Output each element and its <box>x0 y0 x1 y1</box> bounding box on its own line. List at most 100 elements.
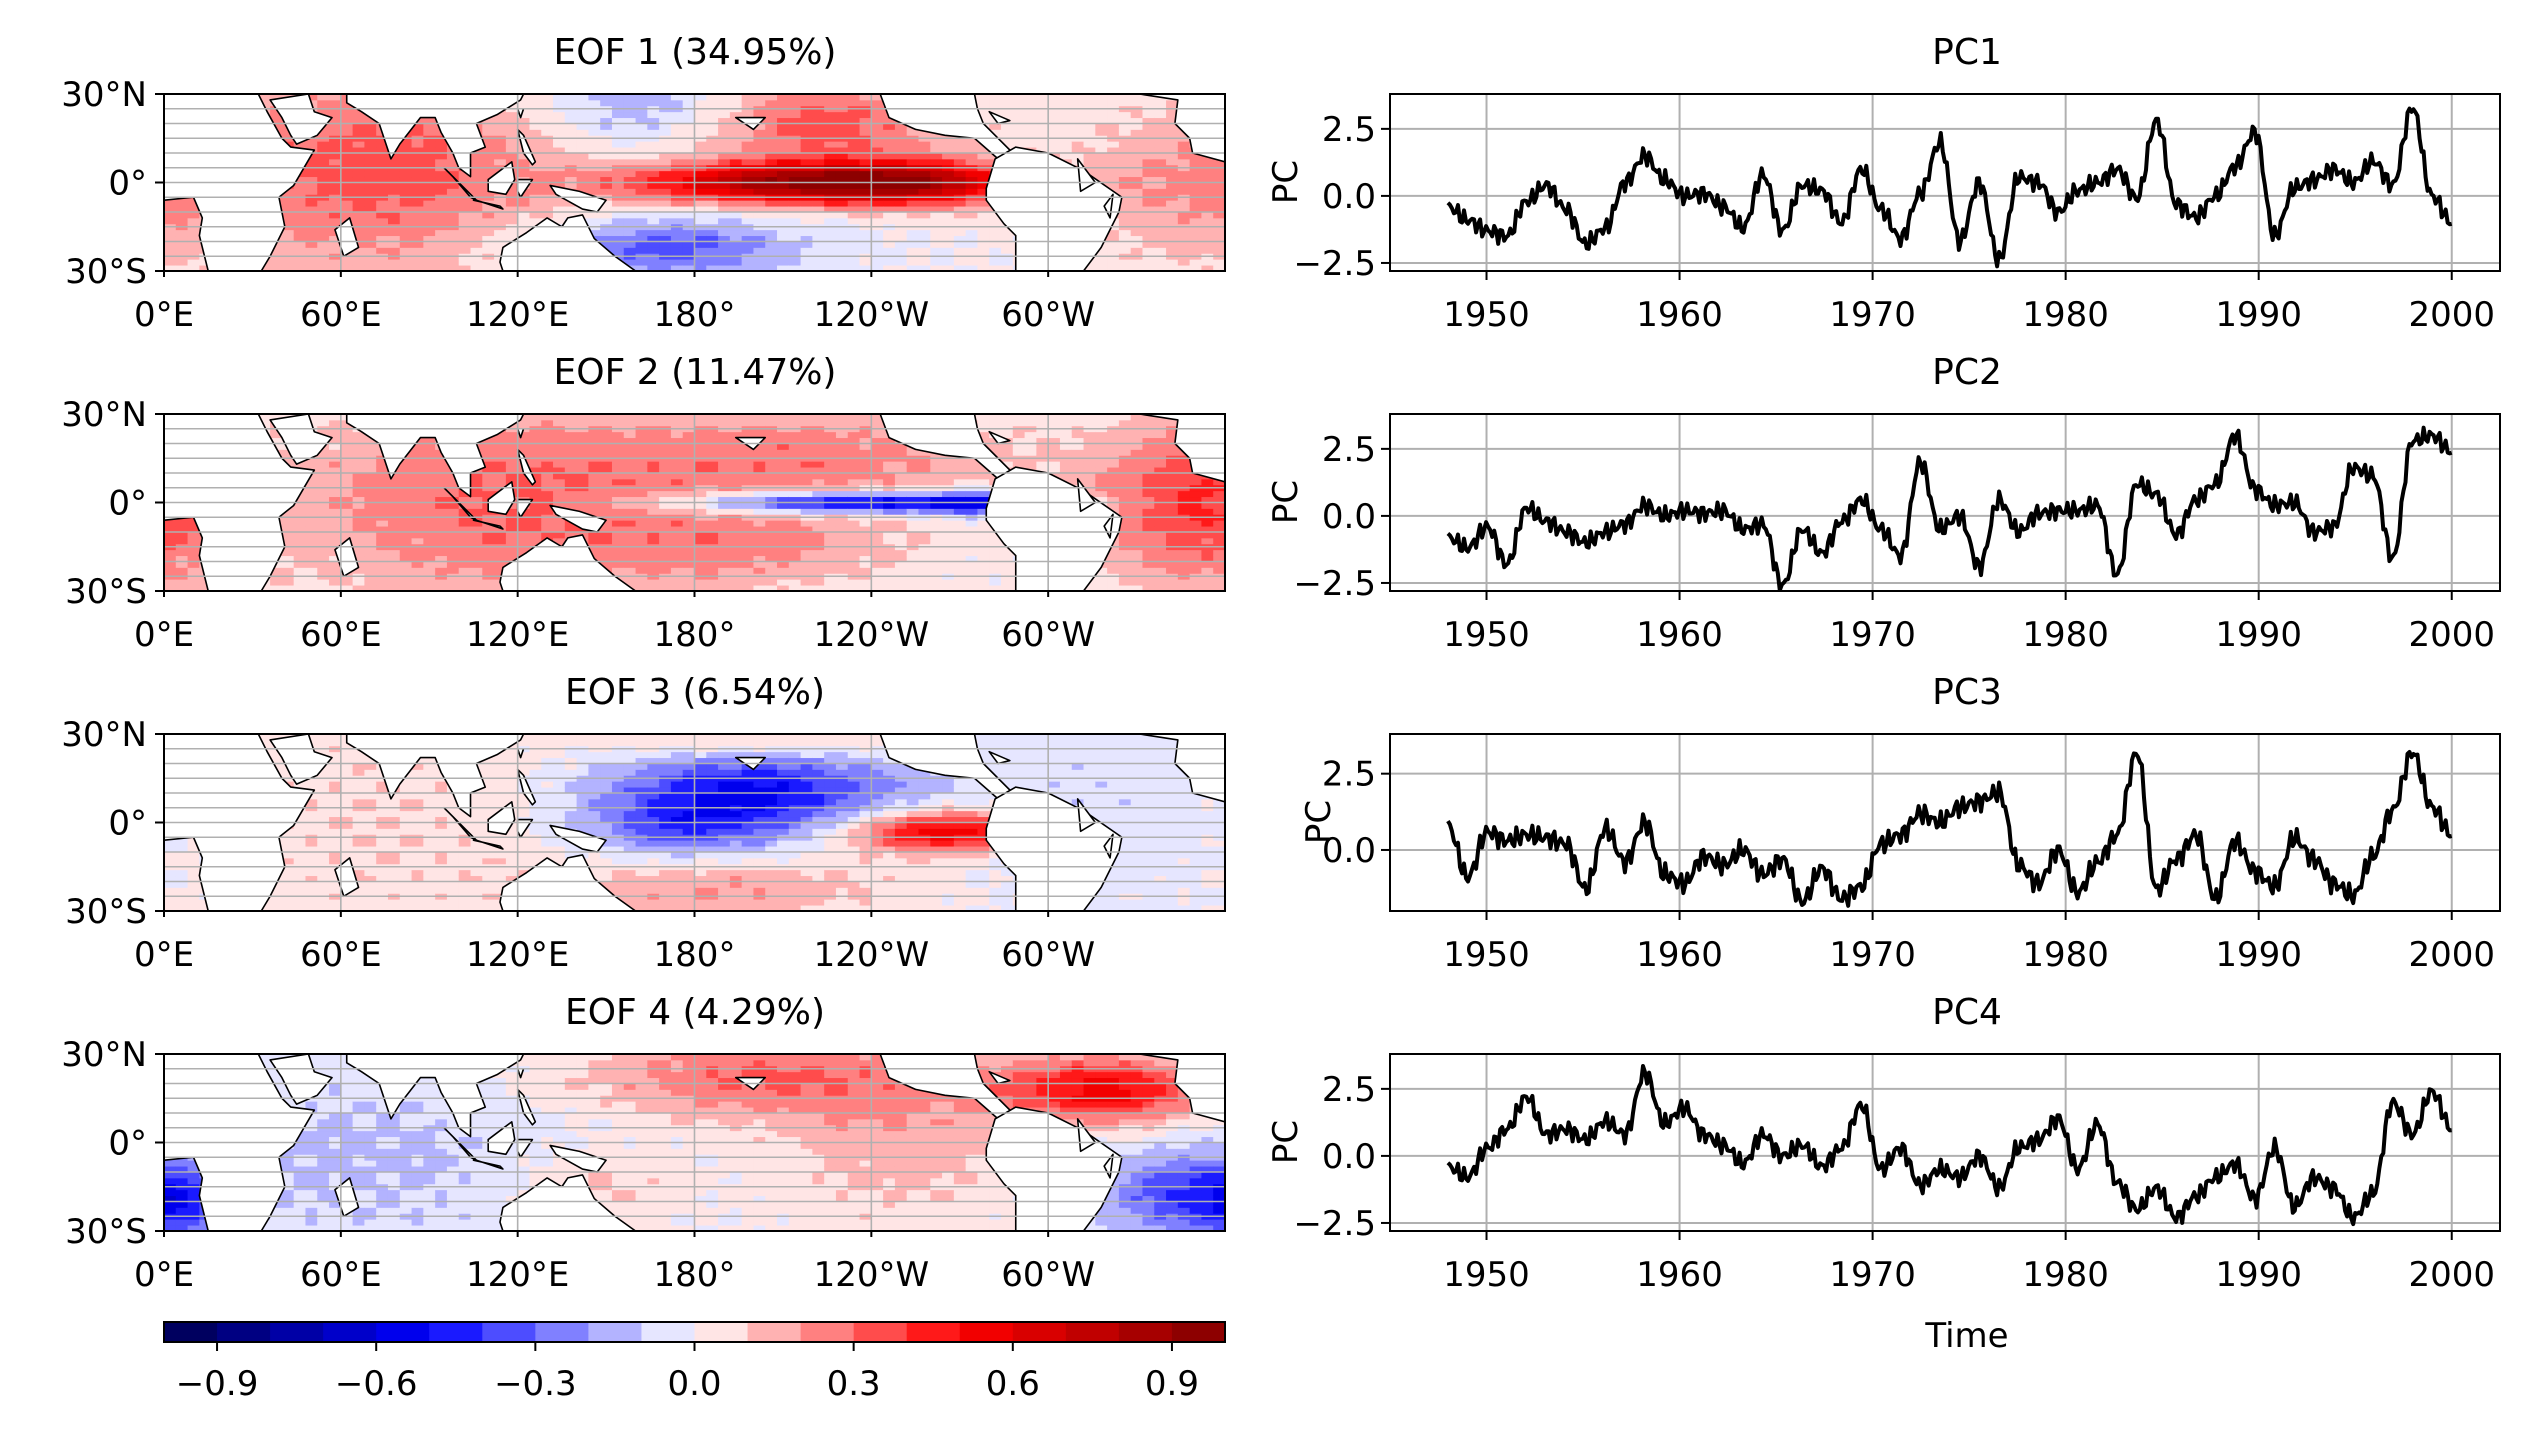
field-cell <box>918 549 931 557</box>
field-cell <box>399 561 413 568</box>
field-cell <box>670 111 684 119</box>
field-cell <box>871 111 884 119</box>
field-cell <box>765 182 778 189</box>
field-cell <box>482 158 495 166</box>
field-cell <box>541 414 554 421</box>
field-cell <box>482 235 495 242</box>
field-cell <box>446 182 460 189</box>
field-cell <box>364 188 377 195</box>
field-cell <box>800 217 813 225</box>
field-cell <box>706 443 719 450</box>
field-cell <box>659 508 672 515</box>
field-cell <box>906 141 919 148</box>
field-cell <box>164 206 177 213</box>
field-cell <box>529 437 542 444</box>
field-cell <box>965 473 978 480</box>
field-cell <box>553 437 566 444</box>
field-cell <box>553 200 566 207</box>
field-cell <box>517 549 530 557</box>
field-cell <box>871 490 884 498</box>
field-cell <box>800 153 813 160</box>
field-cell <box>753 200 766 207</box>
field-cell <box>800 478 813 486</box>
field-cell <box>906 520 919 527</box>
field-cell <box>953 561 967 568</box>
field-cell <box>482 549 495 557</box>
field-cell <box>1095 129 1108 136</box>
field-cell <box>753 431 766 439</box>
field-cell <box>682 467 695 474</box>
field-cell <box>529 467 542 474</box>
field-cell <box>541 212 554 219</box>
y-tick-label: −2.5 <box>1293 244 1376 284</box>
field-cell <box>364 443 377 450</box>
field-cell <box>494 123 507 130</box>
field-cell <box>364 461 377 468</box>
field-cell <box>1083 99 1096 107</box>
field-cell <box>423 443 436 450</box>
field-cell <box>470 549 483 557</box>
x-tick-label: 60°E <box>300 295 382 335</box>
field-cell <box>164 532 177 539</box>
field-cell <box>458 526 471 533</box>
field-cell <box>187 259 200 266</box>
field-cell <box>305 200 318 207</box>
field-cell <box>458 259 471 266</box>
field-cell <box>989 217 1002 225</box>
field-cell <box>824 170 837 178</box>
field-cell <box>800 147 813 154</box>
field-cell <box>1107 229 1120 237</box>
field-cell <box>423 206 436 213</box>
field-cell <box>387 206 401 213</box>
field-cell <box>930 147 943 154</box>
field-cell <box>859 123 872 130</box>
field-cell <box>1012 99 1026 107</box>
field-cell <box>883 579 896 586</box>
field-cell <box>977 419 990 427</box>
field-cell <box>1118 99 1132 107</box>
field-cell <box>635 123 648 130</box>
field-cell <box>529 443 542 450</box>
field-cell <box>399 141 413 148</box>
field-cell <box>883 555 896 562</box>
field-cell <box>812 170 825 178</box>
field-cell <box>1154 247 1167 254</box>
field-cell <box>635 265 648 271</box>
x-tick-label: 1950 <box>1443 295 1530 335</box>
field-cell <box>1048 94 1061 101</box>
field-cell <box>399 508 413 515</box>
field-cell <box>352 153 365 160</box>
field-cell <box>611 170 625 178</box>
field-cell <box>623 235 636 242</box>
field-cell <box>1059 147 1073 154</box>
field-cell <box>765 437 778 444</box>
field-cell <box>387 212 401 219</box>
field-cell <box>175 549 189 557</box>
field-cell <box>600 141 613 148</box>
field-cell <box>953 532 967 539</box>
field-cell <box>564 99 578 107</box>
field-cell <box>729 555 743 562</box>
field-cell <box>718 176 731 183</box>
field-cell <box>600 129 613 136</box>
field-cell <box>564 158 578 166</box>
field-cell <box>894 561 908 568</box>
field-cell <box>894 532 908 539</box>
field-cell <box>494 241 507 248</box>
pc1-ylabel: PC <box>1266 160 1306 204</box>
field-cell <box>942 520 955 527</box>
field-cell <box>824 555 837 562</box>
field-cell <box>706 414 719 421</box>
field-cell <box>788 520 802 527</box>
field-cell <box>364 437 377 444</box>
field-cell <box>446 502 460 509</box>
field-cell <box>305 502 318 509</box>
field-cell <box>682 188 695 195</box>
field-cell <box>600 461 613 468</box>
field-cell <box>411 212 424 219</box>
field-cell <box>824 549 837 557</box>
field-cell <box>706 111 719 119</box>
field-cell <box>458 235 471 242</box>
field-cell <box>753 259 766 266</box>
field-cell <box>906 585 919 591</box>
